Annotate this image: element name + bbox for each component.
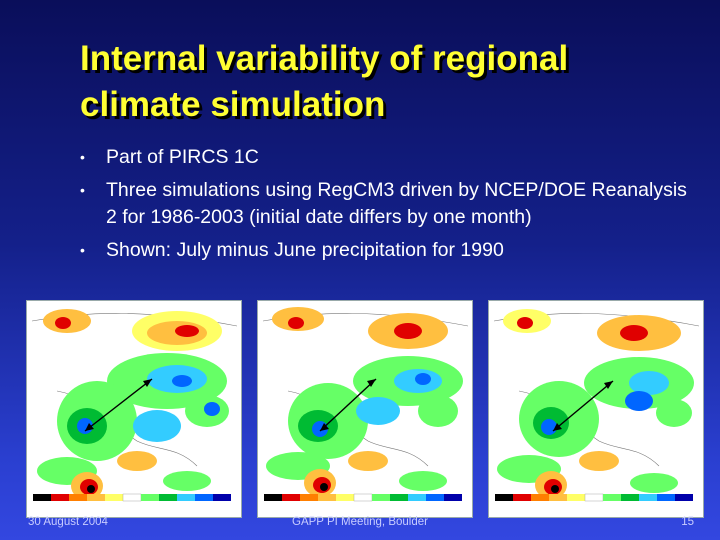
precipitation-map-image	[27, 301, 241, 517]
bidirectional-arrow-icon	[84, 378, 153, 432]
bullet-list: • Part of PIRCS 1C • Three simulations u…	[80, 144, 700, 270]
footer-meeting: GAPP PI Meeting, Boulder	[292, 516, 428, 528]
bidirectional-arrow-icon	[319, 378, 377, 432]
bidirectional-arrow-icon	[552, 380, 614, 432]
bullet-text: Three simulations using RegCM3 driven by…	[106, 179, 687, 228]
title-line-1: Internal variability of regional	[80, 39, 569, 78]
precipitation-map-image	[258, 301, 472, 517]
bullet-marker: •	[80, 182, 85, 198]
colorbar	[33, 493, 231, 502]
bullet-item: • Part of PIRCS 1C	[80, 144, 700, 171]
colorbar	[264, 493, 462, 502]
bullet-text: Shown: July minus June precipitation for…	[106, 239, 504, 261]
bullet-marker: •	[80, 149, 85, 165]
page-number: 15	[681, 516, 694, 528]
simulation-1-map	[26, 300, 242, 518]
title-line-2: climate simulation	[80, 85, 386, 124]
bullet-item: • Three simulations using RegCM3 driven …	[80, 177, 700, 231]
slide-title: Internal variability of regional climate…	[80, 36, 680, 128]
bullet-marker: •	[80, 242, 85, 258]
bullet-text: Part of PIRCS 1C	[106, 146, 259, 168]
precipitation-map-image	[489, 301, 703, 517]
bullet-item: • Shown: July minus June precipitation f…	[80, 237, 700, 264]
simulation-2-map	[257, 300, 473, 518]
simulation-3-map	[488, 300, 704, 518]
footer-date: 30 August 2004	[28, 516, 108, 528]
colorbar	[495, 493, 693, 502]
